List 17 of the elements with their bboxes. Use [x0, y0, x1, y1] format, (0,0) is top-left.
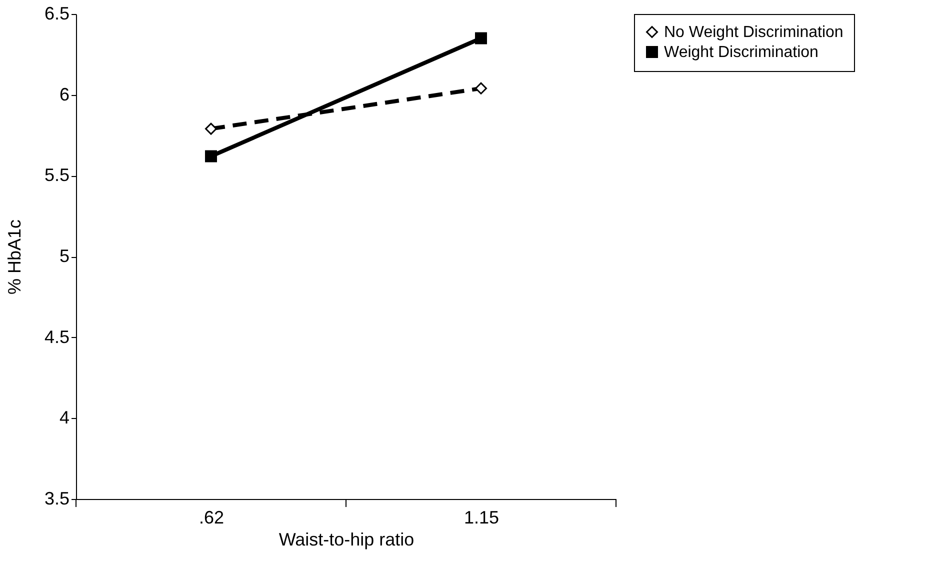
point — [475, 32, 487, 44]
y-tick-label: 3.5 — [44, 488, 70, 508]
point — [205, 122, 217, 135]
y-tick-label: 6.5 — [44, 4, 70, 24]
x-tick-label: .62 — [198, 508, 224, 528]
y-axis-title: % HbA1c — [4, 219, 24, 295]
point — [205, 150, 217, 162]
point — [475, 82, 487, 94]
legend-label: No Weight Discrimination — [664, 24, 844, 41]
y-tick-label: 5 — [59, 246, 70, 266]
x-axis-title: Waist-to-hip ratio — [278, 530, 414, 550]
y-tick-label: 4 — [59, 408, 70, 428]
y-tick-label: 6 — [59, 84, 70, 104]
legend-label: Weight Discrimination — [664, 44, 818, 61]
x-tick-label: 1.15 — [464, 508, 500, 528]
y-tick-label: 4.5 — [44, 326, 70, 347]
y-tick-label: 5.5 — [44, 165, 70, 186]
